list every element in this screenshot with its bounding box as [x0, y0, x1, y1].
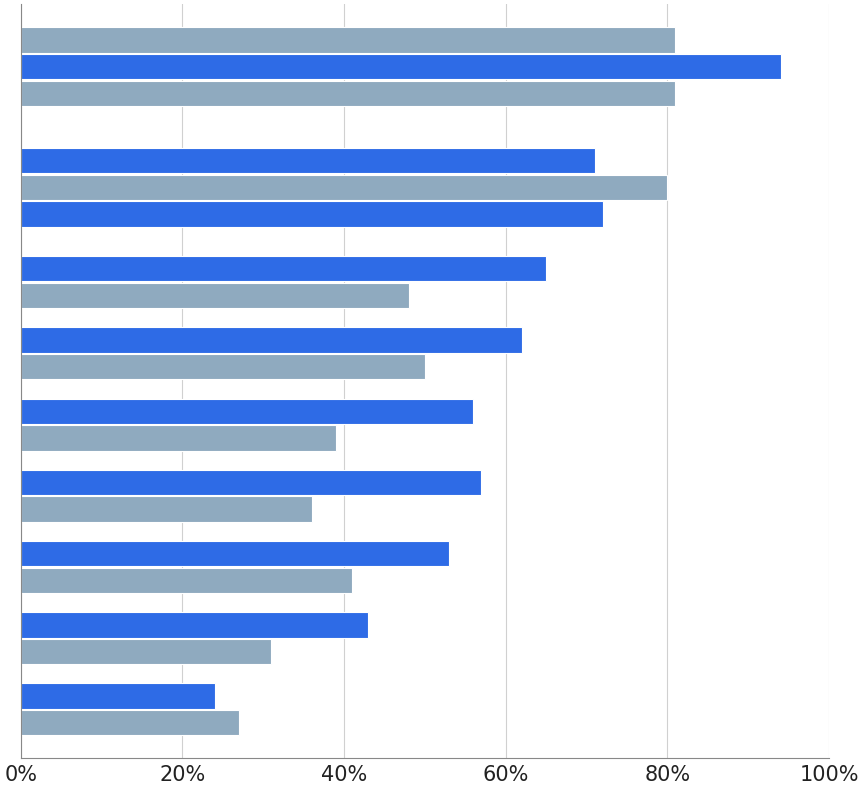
Bar — [21, 425, 336, 451]
Bar — [21, 201, 602, 226]
Bar — [21, 683, 215, 709]
Bar — [21, 282, 409, 308]
Bar — [21, 80, 676, 106]
Bar — [21, 354, 425, 380]
Bar — [21, 710, 239, 735]
Bar — [21, 174, 667, 200]
Bar — [21, 496, 312, 522]
Bar — [21, 612, 369, 638]
Bar — [21, 28, 676, 53]
Bar — [21, 256, 546, 282]
Bar — [21, 54, 780, 79]
Bar — [21, 327, 522, 353]
Bar — [21, 398, 474, 424]
Bar — [21, 541, 449, 567]
Bar — [21, 148, 595, 174]
Bar — [21, 469, 482, 495]
Bar — [21, 568, 352, 593]
Bar — [21, 639, 271, 664]
